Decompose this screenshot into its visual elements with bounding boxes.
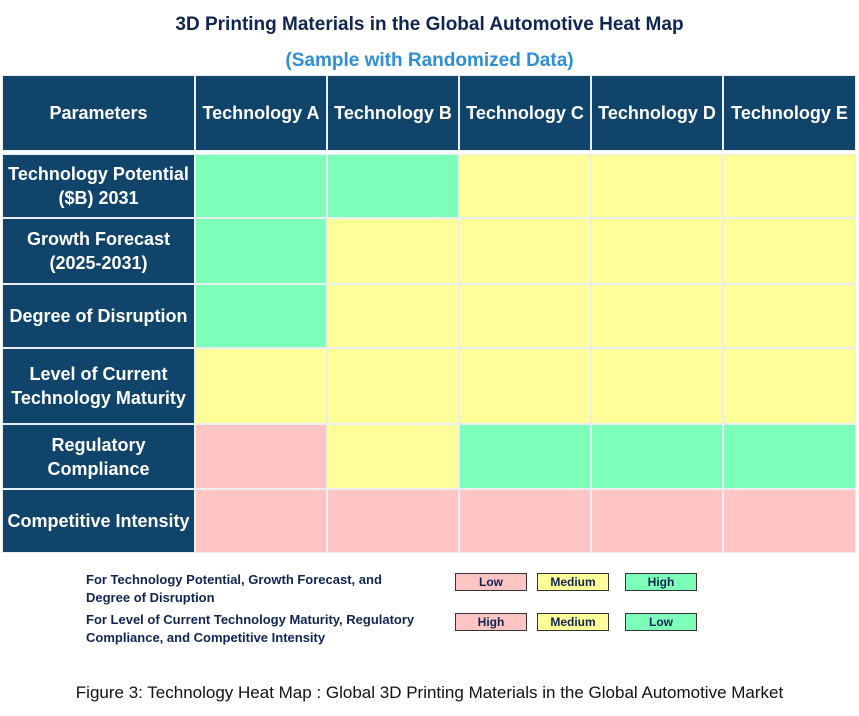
legend-swatch: High <box>625 573 697 591</box>
legend-swatch: High <box>455 613 527 631</box>
header-gap <box>2 151 856 154</box>
heatmap-cell <box>459 218 591 284</box>
column-header: Technology C <box>459 75 591 151</box>
heatmap-cell <box>195 348 327 424</box>
heatmap-cell <box>327 284 459 348</box>
heatmap-cell <box>327 154 459 218</box>
legend-swatch: Low <box>455 573 527 591</box>
heatmap-cell <box>723 424 856 489</box>
heatmap-cell <box>723 489 856 553</box>
heatmap-cell <box>195 154 327 218</box>
heatmap-cell <box>327 218 459 284</box>
heatmap-cell <box>195 489 327 553</box>
column-header: Technology A <box>195 75 327 151</box>
heatmap-cell <box>195 284 327 348</box>
chart-subtitle: (Sample with Randomized Data) <box>285 50 574 71</box>
heatmap-cell <box>327 348 459 424</box>
heatmap-grid: Parameters Technology A Technology B Techno… <box>2 75 856 554</box>
heatmap-cell <box>195 218 327 284</box>
heatmap-cell <box>459 348 591 424</box>
row-header: Technology Potential ($B) 2031 <box>2 154 195 218</box>
header-parameters: Parameters <box>2 75 195 151</box>
heatmap-cell <box>459 424 591 489</box>
heatmap-cell <box>591 154 723 218</box>
heatmap-cell <box>591 284 723 348</box>
heatmap-cell <box>195 424 327 489</box>
legend-swatch: Medium <box>537 573 609 591</box>
legend-swatch: Low <box>625 613 697 631</box>
heatmap-cell <box>591 489 723 553</box>
chart-title: 3D Printing Materials in the Global Auto… <box>175 14 684 35</box>
row-header: Regulatory Compliance <box>2 424 195 489</box>
heatmap-cell <box>459 489 591 553</box>
heatmap-cell <box>591 348 723 424</box>
row-header: Competitive Intensity <box>2 489 195 553</box>
legend-text-1: For Technology Potential, Growth Forecas… <box>86 572 382 605</box>
heatmap-cell <box>459 284 591 348</box>
column-header: Technology E <box>723 75 856 151</box>
heatmap-cell <box>591 424 723 489</box>
row-header: Growth Forecast (2025-2031) <box>2 218 195 284</box>
heatmap-cell <box>327 424 459 489</box>
heatmap-cell <box>591 218 723 284</box>
row-header: Degree of Disruption <box>2 284 195 348</box>
heatmap-cell <box>723 284 856 348</box>
heatmap-cell <box>723 348 856 424</box>
heatmap-cell <box>327 489 459 553</box>
row-header: Level of Current Technology Maturity <box>2 348 195 424</box>
legend-swatch: Medium <box>537 613 609 631</box>
heatmap-cell <box>723 154 856 218</box>
figure-caption: Figure 3: Technology Heat Map : Global 3… <box>75 683 784 702</box>
column-header: Technology D <box>591 75 723 151</box>
heatmap-cell <box>723 218 856 284</box>
heatmap-cell <box>459 154 591 218</box>
column-header: Technology B <box>327 75 459 151</box>
legend-text-2: For Level of Current Technology Maturity… <box>86 612 415 645</box>
